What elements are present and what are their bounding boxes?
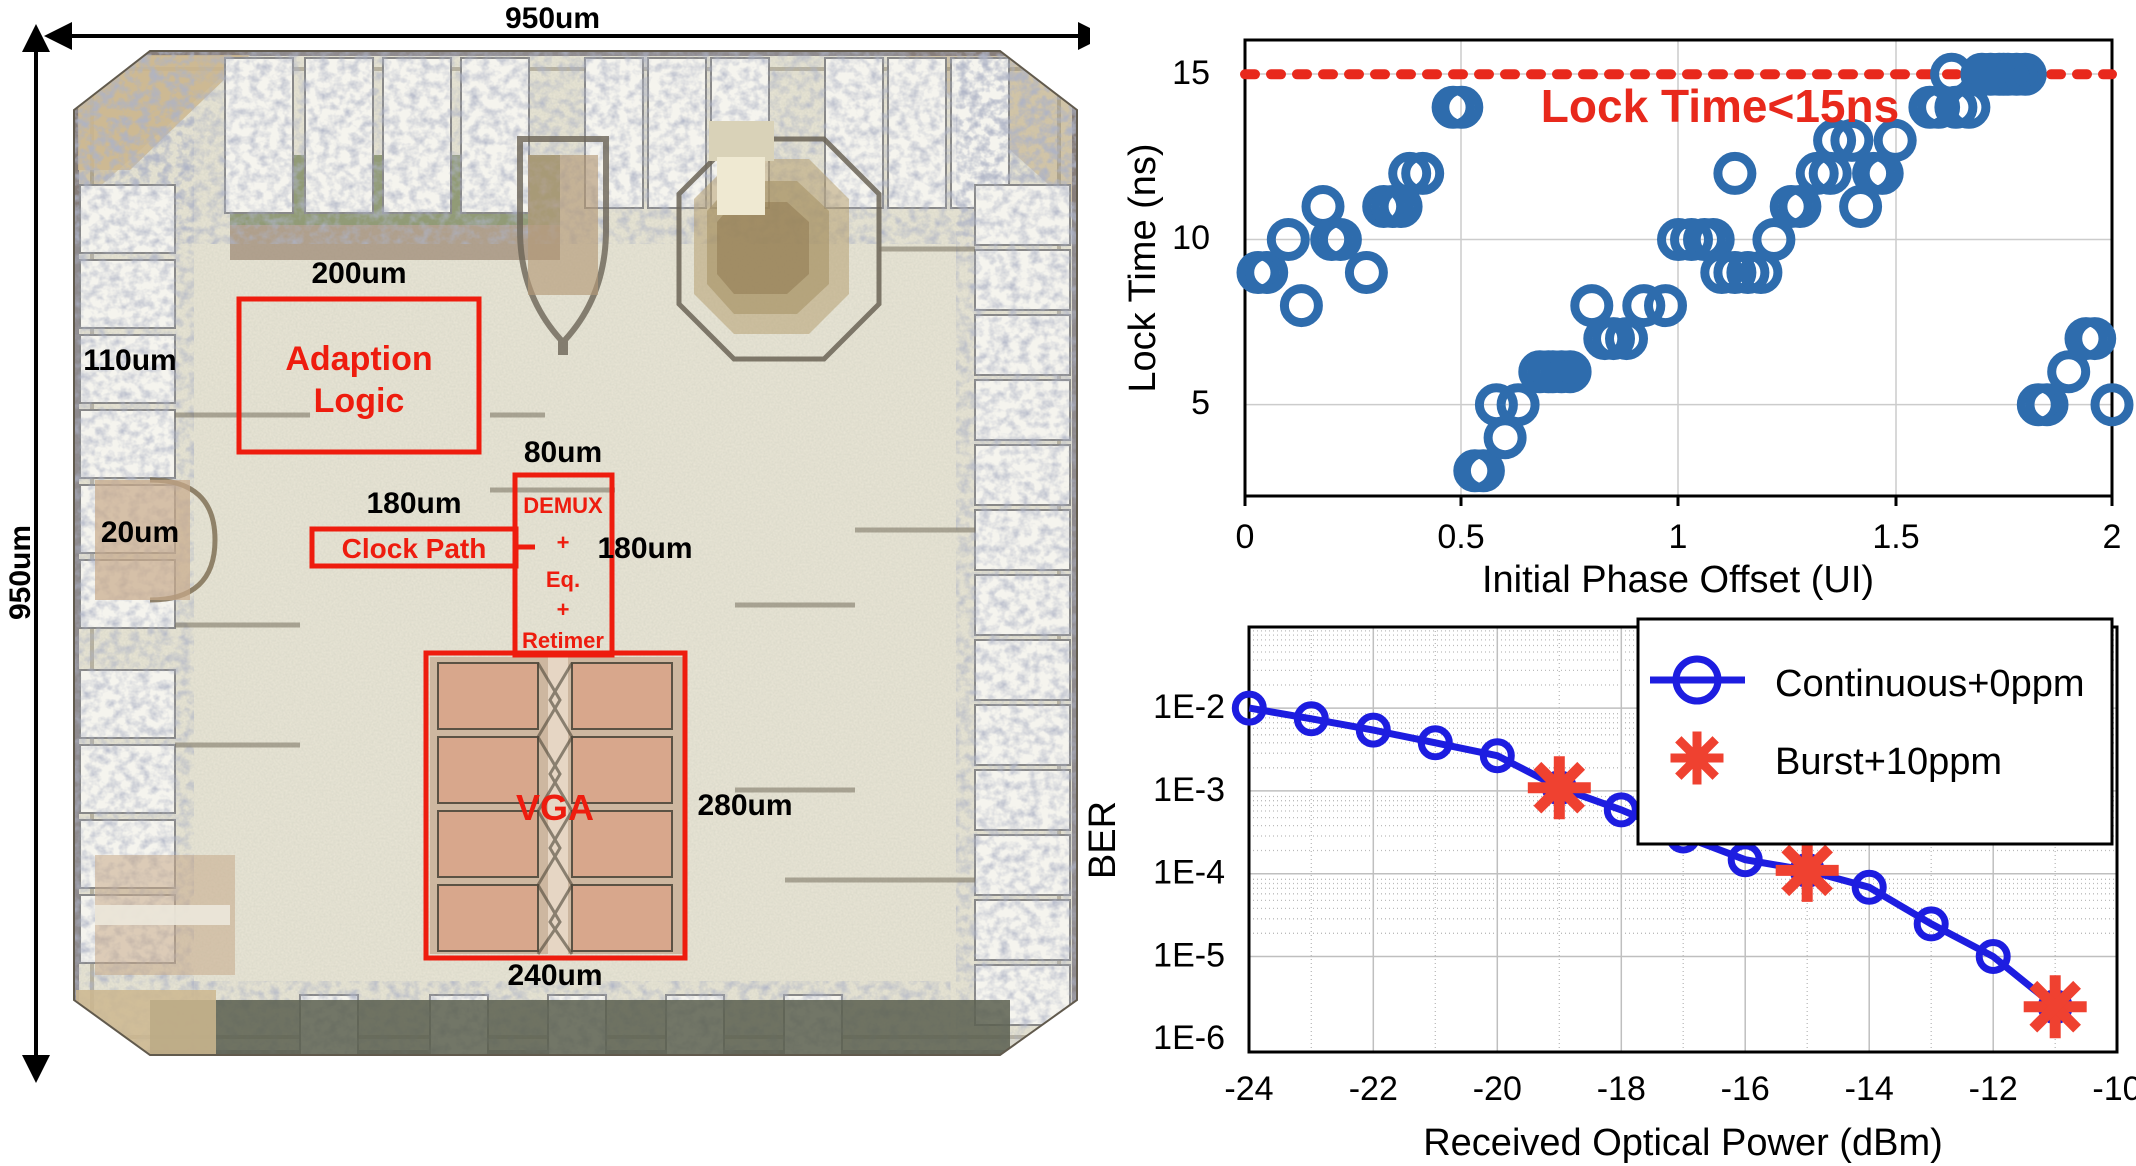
svg-text:1: 1 bbox=[1669, 518, 1688, 556]
svg-text:-14: -14 bbox=[1845, 1070, 1894, 1108]
svg-text:1E-5: 1E-5 bbox=[1153, 937, 1225, 975]
svg-text:-16: -16 bbox=[1721, 1070, 1770, 1108]
svg-text:Received Optical Power (dBm): Received Optical Power (dBm) bbox=[1423, 1122, 1943, 1164]
svg-text:1.5: 1.5 bbox=[1872, 518, 1919, 556]
svg-text:-22: -22 bbox=[1349, 1070, 1398, 1108]
svg-text:5: 5 bbox=[1191, 384, 1210, 422]
svg-text:15: 15 bbox=[1172, 54, 1210, 92]
svg-text:1E-6: 1E-6 bbox=[1153, 1019, 1225, 1057]
svg-text:-20: -20 bbox=[1473, 1070, 1522, 1108]
svg-text:-18: -18 bbox=[1597, 1070, 1646, 1108]
svg-text:Burst+10ppm: Burst+10ppm bbox=[1775, 741, 2002, 783]
svg-text:Lock Time<15ns: Lock Time<15ns bbox=[1541, 80, 1899, 132]
svg-text:-24: -24 bbox=[1224, 1070, 1273, 1108]
svg-text:0.5: 0.5 bbox=[1437, 518, 1484, 556]
svg-text:1E-2: 1E-2 bbox=[1153, 688, 1225, 726]
svg-text:Lock Time (ns): Lock Time (ns) bbox=[1122, 143, 1164, 392]
svg-text:-12: -12 bbox=[1969, 1070, 2018, 1108]
svg-text:1E-3: 1E-3 bbox=[1153, 771, 1225, 809]
svg-text:BER: BER bbox=[1082, 801, 1124, 879]
svg-text:Continuous+0ppm: Continuous+0ppm bbox=[1775, 663, 2085, 705]
svg-text:10: 10 bbox=[1172, 219, 1210, 257]
svg-text:Initial Phase Offset (UI): Initial Phase Offset (UI) bbox=[1482, 559, 1874, 600]
svg-text:0: 0 bbox=[1236, 518, 1255, 556]
svg-text:2: 2 bbox=[2103, 518, 2122, 556]
svg-text:-10: -10 bbox=[2092, 1070, 2136, 1108]
svg-text:1E-4: 1E-4 bbox=[1153, 854, 1225, 892]
